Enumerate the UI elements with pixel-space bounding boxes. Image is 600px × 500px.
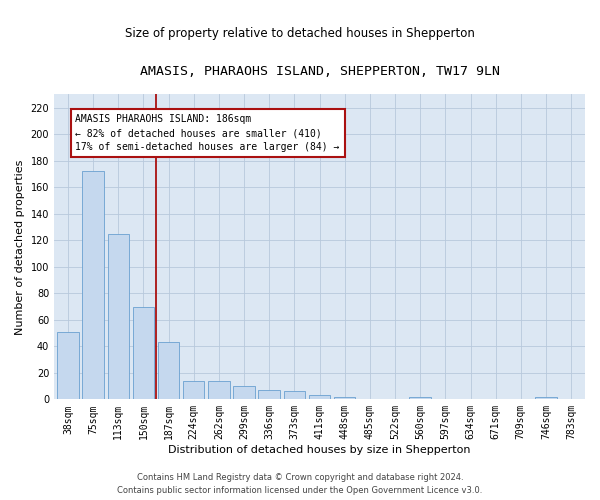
- Bar: [107, 234, 129, 400]
- Bar: [259, 390, 280, 400]
- Title: AMASIS, PHARAOHS ISLAND, SHEPPERTON, TW17 9LN: AMASIS, PHARAOHS ISLAND, SHEPPERTON, TW1…: [140, 65, 500, 78]
- Bar: [334, 396, 355, 400]
- Bar: [409, 396, 431, 400]
- Y-axis label: Number of detached properties: Number of detached properties: [15, 159, 25, 334]
- Bar: [158, 342, 179, 400]
- Text: Size of property relative to detached houses in Shepperton: Size of property relative to detached ho…: [125, 28, 475, 40]
- Bar: [535, 396, 557, 400]
- Bar: [183, 381, 205, 400]
- Bar: [208, 381, 230, 400]
- X-axis label: Distribution of detached houses by size in Shepperton: Distribution of detached houses by size …: [168, 445, 471, 455]
- Text: AMASIS PHARAOHS ISLAND: 186sqm
← 82% of detached houses are smaller (410)
17% of: AMASIS PHARAOHS ISLAND: 186sqm ← 82% of …: [76, 114, 340, 152]
- Bar: [284, 392, 305, 400]
- Bar: [233, 386, 255, 400]
- Bar: [57, 332, 79, 400]
- Text: Contains HM Land Registry data © Crown copyright and database right 2024.
Contai: Contains HM Land Registry data © Crown c…: [118, 474, 482, 495]
- Bar: [309, 396, 330, 400]
- Bar: [82, 172, 104, 400]
- Bar: [133, 306, 154, 400]
